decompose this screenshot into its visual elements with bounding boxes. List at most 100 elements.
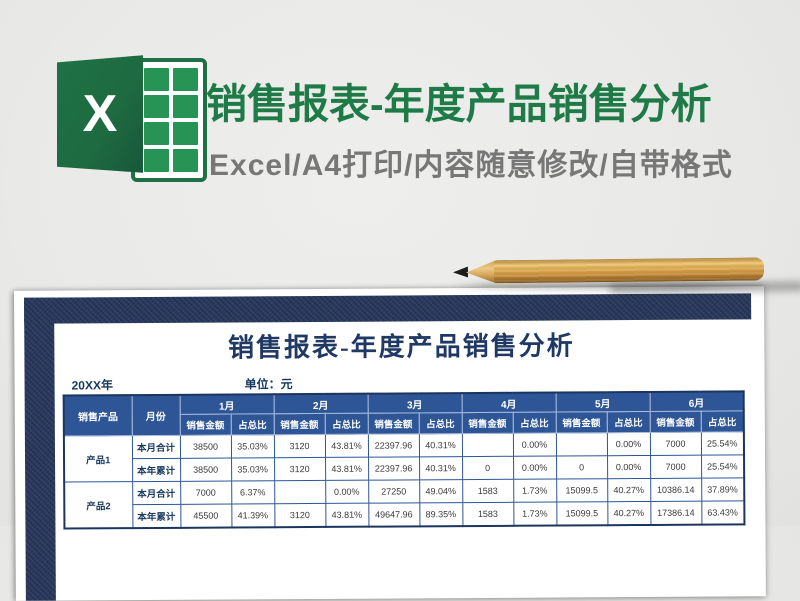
sheet-title: 销售报表-年度产品销售分析 [227,331,575,363]
amount-value-cell: 15099.5 [556,501,608,526]
share-value-cell: 1.73% [513,479,557,503]
amount-value-cell: 1583 [462,479,514,503]
share-value-cell: 37.89% [701,477,745,502]
row-label-cell: 本月合计 [132,481,181,505]
amount-value-cell: 22397.96 [367,433,420,458]
page-title: 销售报表-年度产品销售分析 [206,81,712,127]
share-value-cell: 35.03% [230,434,275,459]
amount-value-cell: 7000 [649,432,702,456]
amount-value-cell: 10386.14 [650,478,702,502]
sub-header-share: 占总比 [418,412,462,434]
excel-cover-icon: X [57,55,143,173]
pencil-body [493,257,765,284]
share-value-cell: 0.00% [325,480,369,504]
amount-value-cell: 0 [462,456,514,480]
worksheet-preview: 销售报表-年度产品销售分析 20XX年 单位：元 销售产品 月份 1月 2月 3月 4月 5… [14,286,766,601]
share-value-cell: 1.73% [513,502,557,526]
grid-cell [173,68,198,91]
sub-header-amount: 销售金额 [273,413,325,435]
sub-header-amount: 销售金额 [461,412,513,434]
excel-x-letter: X [82,85,118,143]
spreadsheet-grid-icon [131,58,207,182]
col-header-product: 销售产品 [63,395,132,437]
month-header: 2月 [273,393,368,414]
share-value-cell: 0.00% [513,456,557,480]
unit-label: 单位：元 [244,377,293,392]
sub-header-amount: 销售金额 [555,411,607,434]
amount-value-cell: 38500 [179,435,232,459]
grid-cell [173,149,198,172]
amount-value-cell: 7000 [180,481,232,505]
sub-header-share: 占总比 [512,412,556,434]
amount-value-cell: 7000 [650,455,702,479]
amount-value-cell: 1583 [462,502,514,527]
grid-cell [144,68,169,91]
row-label-cell: 本年累计 [132,504,181,529]
sub-header-share: 占总比 [230,413,274,436]
amount-value-cell: 17386.14 [650,501,702,525]
grid-cell [173,122,198,145]
share-value-cell: 25.54% [701,454,745,479]
amount-value-cell: 15099.5 [556,478,608,503]
amount-value-cell: 45500 [180,504,232,528]
share-value-cell: 43.81% [324,434,369,458]
month-header: 1月 [179,394,274,415]
amount-value-cell: 3120 [274,457,326,481]
share-value-cell: 0.00% [606,432,651,456]
amount-value-cell [274,480,326,504]
grid-cell [144,95,169,118]
amount-value-cell: 3120 [274,503,326,528]
share-value-cell: 6.37% [231,480,275,505]
amount-value-cell [555,432,608,457]
pencil-wood-cone [466,260,496,283]
row-label-cell: 本年累计 [132,458,181,482]
share-value-cell: 35.03% [231,457,275,482]
month-header: 5月 [555,391,650,413]
month-header: 3月 [367,393,462,414]
share-value-cell: 40.31% [419,456,463,480]
share-value-cell: 25.54% [700,431,745,456]
navy-frame-left [24,297,56,601]
sub-header-share: 占总比 [606,411,650,433]
sub-header-amount: 销售金额 [367,412,419,435]
share-value-cell: 63.43% [701,500,745,525]
row-label-cell: 本月合计 [131,435,181,459]
hero-banner: X 销售报表-年度产品销售分析 Excel/A4打印/内容随意修改/自带格式 [0,0,800,230]
sales-table: 销售产品 月份 1月 2月 3月 4月 5月 6月 销售金额 占总比 销售金额 占总比 销售金额 占总比销… [62,390,746,530]
amount-value-cell: 49647.96 [368,502,420,527]
product-name-cell: 产品1 [63,435,133,483]
navy-frame-top [24,293,752,324]
share-value-cell: 89.35% [419,502,463,527]
amount-value-cell: 22397.96 [368,456,420,481]
table-row: 本年累计 45500 41.39% 3120 43.81% 49647.96 89.35% 1… [64,500,745,529]
share-value-cell: 40.31% [418,433,463,457]
share-value-cell: 49.04% [419,479,463,503]
share-value-cell: 40.27% [607,501,651,526]
grid-cell [144,122,169,145]
page-subtitle: Excel/A4打印/内容随意修改/自带格式 [209,149,733,182]
sub-header-share: 占总比 [700,410,744,433]
product-name-cell: 产品2 [64,481,133,529]
amount-value-cell: 38500 [180,458,232,482]
grid-cell [173,95,198,118]
share-value-cell: 0.00% [607,455,651,479]
amount-value-cell: 3120 [273,434,326,458]
month-header: 6月 [649,391,744,412]
share-value-cell: 43.81% [325,457,369,481]
share-value-cell: 41.39% [231,503,275,528]
excel-logo-icon: X [57,54,207,182]
pencil-shadow [448,281,770,290]
amount-value-cell: 27250 [368,479,420,504]
grid-cell [144,149,169,172]
share-value-cell: 40.27% [607,478,651,502]
month-header: 4月 [461,392,556,413]
sub-header-amount: 销售金额 [649,411,701,433]
col-header-month: 月份 [131,394,180,436]
share-value-cell: 43.81% [325,503,369,527]
sub-header-amount: 销售金额 [179,414,231,436]
sub-header-share: 占总比 [324,413,368,435]
pencil-image [453,254,767,287]
amount-value-cell: 0 [556,455,608,480]
pencil-tip-icon [453,266,468,277]
